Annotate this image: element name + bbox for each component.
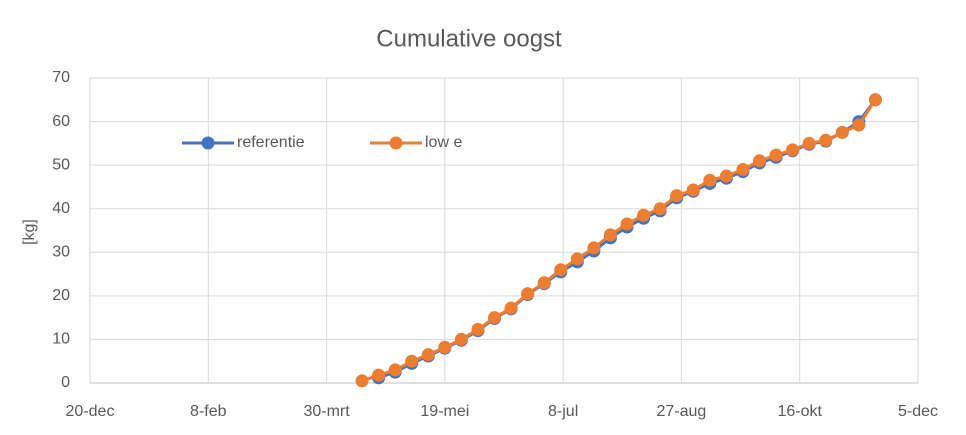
y-tick-label: 10 [52, 331, 70, 348]
data-point [388, 363, 402, 377]
x-tick-label: 19-mei [420, 403, 469, 420]
x-tick-label: 8-jul [548, 403, 578, 420]
y-tick-label: 60 [52, 113, 70, 130]
data-point [868, 93, 882, 107]
data-point [752, 154, 766, 168]
y-tick-label: 30 [52, 244, 70, 261]
data-point [703, 173, 717, 187]
y-tick-label: 40 [52, 200, 70, 217]
data-point [504, 301, 518, 315]
data-point [405, 354, 419, 368]
y-tick-label: 0 [61, 374, 70, 391]
data-point [620, 217, 634, 231]
data-point [819, 133, 833, 147]
data-point [736, 163, 750, 176]
x-tick-label: 20-dec [66, 403, 115, 420]
data-point [471, 322, 485, 336]
legend-label: referentie [237, 134, 305, 151]
data-point [438, 340, 452, 354]
y-tick-label: 70 [52, 69, 70, 86]
y-tick-label: 20 [52, 287, 70, 304]
x-tick-label: 30-mrt [303, 403, 350, 420]
data-point [603, 228, 617, 242]
data-point [686, 183, 700, 197]
chart-title: Cumulative oogst [376, 25, 562, 52]
data-point [570, 252, 584, 266]
data-point [852, 118, 866, 132]
data-point [537, 276, 551, 290]
legend-marker [389, 136, 403, 150]
x-tick-label: 16-okt [777, 403, 822, 420]
data-point [719, 169, 733, 183]
data-point [488, 311, 502, 325]
data-point [421, 348, 435, 362]
data-point [355, 374, 369, 388]
legend-label: low e [425, 134, 462, 151]
data-point [670, 189, 684, 203]
y-tick-label: 50 [52, 156, 70, 173]
data-point [521, 287, 535, 301]
y-axis-label: [kg] [21, 219, 38, 245]
legend-marker [201, 136, 215, 150]
data-point [637, 208, 651, 222]
x-tick-label: 5-dec [898, 403, 938, 420]
data-point [786, 143, 800, 157]
data-point [802, 136, 816, 150]
x-tick-label: 27-aug [657, 403, 707, 420]
data-point [835, 125, 849, 139]
data-point [372, 368, 386, 382]
data-point [554, 263, 568, 277]
data-point [653, 202, 667, 216]
data-point [587, 241, 601, 255]
data-point [454, 332, 468, 346]
data-point [769, 148, 783, 162]
x-tick-label: 8-feb [190, 403, 227, 420]
